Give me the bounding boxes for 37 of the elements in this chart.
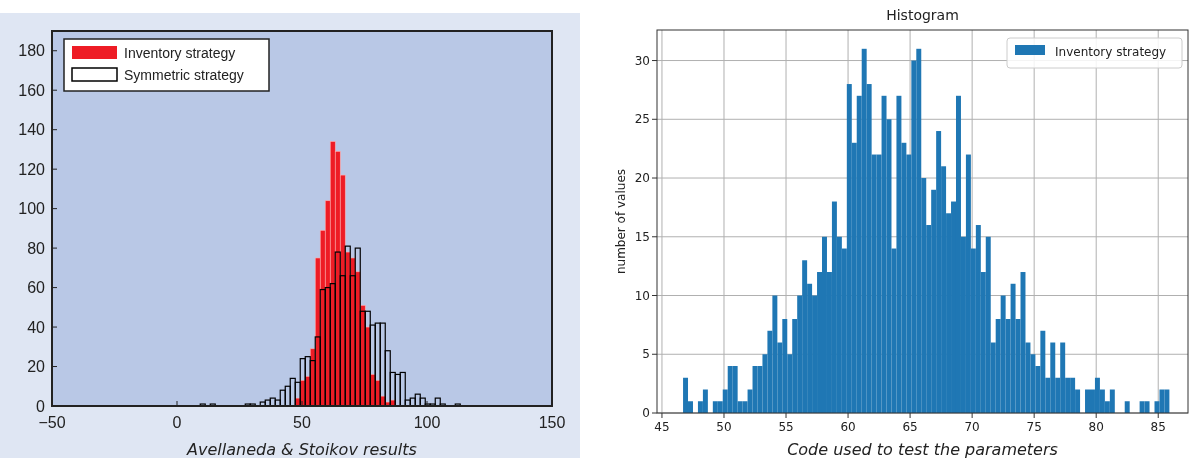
y-tick-label: 30 xyxy=(634,53,650,68)
y-tick-label: 25 xyxy=(634,112,650,127)
y-tick-label: 20 xyxy=(27,358,46,376)
x-tick-label: 80 xyxy=(1088,420,1104,434)
x-tick-label: 60 xyxy=(840,420,856,434)
chart-title: Histogram xyxy=(886,7,959,23)
y-tick-label: 80 xyxy=(27,239,46,257)
y-tick-label: 160 xyxy=(18,81,46,99)
x-tick-label: 75 xyxy=(1026,420,1042,434)
text: Code used to test the parameters xyxy=(787,440,1058,459)
y-tick-label: 100 xyxy=(18,200,46,218)
y-tick-label: 180 xyxy=(18,42,46,60)
y-tick-label: 60 xyxy=(27,279,46,297)
y-tick-label: 5 xyxy=(642,347,650,362)
x-tick-label: 50 xyxy=(716,420,732,434)
x-tick-label: 150 xyxy=(538,414,566,431)
y-tick-label: 40 xyxy=(27,318,46,336)
text: Avellaneda & Stoikov results xyxy=(186,440,417,459)
x-tick-label: 50 xyxy=(293,414,311,431)
y-tick-label: 10 xyxy=(634,288,650,303)
x-tick-label: 65 xyxy=(902,420,918,434)
y-tick-label: 120 xyxy=(18,160,46,178)
x-tick-label: 70 xyxy=(964,420,980,434)
y-tick-label: 0 xyxy=(36,397,46,415)
x-tick-label: 100 xyxy=(413,414,441,431)
legend-label: Inventory strategy xyxy=(1055,45,1167,60)
y-tick-label: 20 xyxy=(634,171,650,186)
legend-label: Symmetric strategy xyxy=(124,66,244,83)
x-tick-label: 45 xyxy=(654,420,670,434)
legend-label: Inventory strategy xyxy=(124,44,236,61)
x-tick-label: −50 xyxy=(38,414,66,431)
y-tick-label: 140 xyxy=(18,121,46,139)
x-tick-label: 55 xyxy=(778,420,794,434)
x-tick-label: 0 xyxy=(172,414,182,431)
x-tick-label: 85 xyxy=(1150,420,1166,434)
y-axis-title: number of values xyxy=(614,168,628,275)
y-tick-label: 15 xyxy=(634,229,650,244)
